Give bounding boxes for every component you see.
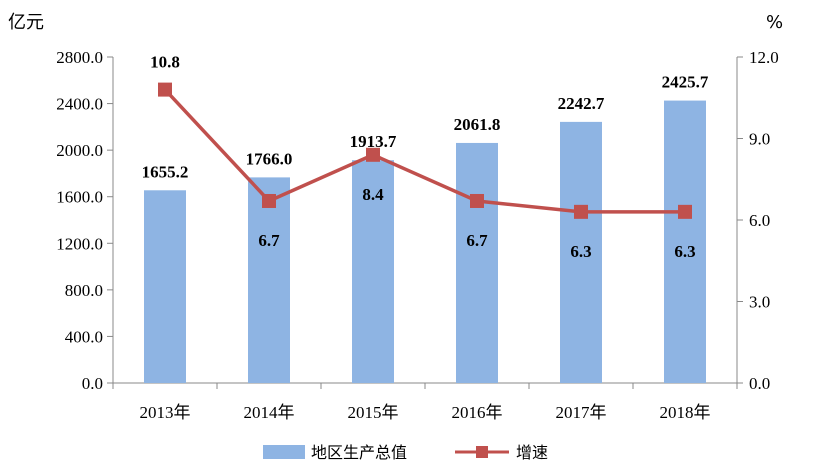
legend: 地区生产总值 增速: [263, 443, 548, 462]
left-tick-label: 400.0: [65, 327, 103, 346]
x-tick-label: 2017年: [556, 403, 607, 422]
bar-value-label: 2242.7: [558, 94, 605, 113]
growth-value-label: 10.8: [150, 53, 180, 72]
legend-marker-growth: [476, 446, 488, 458]
left-axis-unit: 亿元: [8, 12, 44, 33]
growth-value-label: 6.3: [674, 242, 695, 261]
bar-2018年: [664, 100, 706, 383]
axes: [112, 57, 738, 384]
legend-label-growth: 增速: [516, 443, 548, 462]
bar-value-label: 1766.0: [246, 149, 293, 168]
bar-value-label: 1913.7: [350, 132, 397, 151]
left-axis-ticks: 0.0 400.0 800.0 1200.0 1600.0 2000.0 2400.0 280…: [56, 48, 113, 393]
bar-labels: 1655.2 1766.0 1913.7 2061.8 2242.7 2425.7: [142, 73, 709, 182]
x-tick-label: 2015年: [348, 403, 399, 422]
left-tick-label: 1600.0: [56, 188, 103, 207]
growth-point-2015年: [366, 147, 380, 162]
bar-2017年: [560, 121, 602, 383]
growth-value-label: 6.3: [570, 242, 591, 261]
growth-value-label: 8.4: [362, 185, 384, 204]
growth-line: [163, 88, 685, 214]
bar-2015年: [352, 160, 394, 383]
right-axis-unit: %: [766, 12, 783, 33]
legend-swatch-gdp: [263, 445, 305, 459]
growth-point-2014年: [262, 193, 276, 208]
left-tick-label: 0.0: [82, 374, 103, 393]
legend-label-gdp: 地区生产总值: [311, 443, 407, 462]
left-tick-label: 2800.0: [56, 48, 103, 67]
bar-value-label: 2425.7: [662, 73, 709, 92]
bar-value-label: 1655.2: [142, 162, 189, 181]
bars: [144, 100, 706, 383]
x-tick-label: 2018年: [660, 403, 711, 422]
left-tick-label: 2400.0: [56, 95, 103, 114]
growth-line-layer: [158, 82, 692, 219]
right-axis-ticks: 0.0 3.0 6.0 9.0 12.0: [737, 48, 779, 393]
x-tick-label: 2013年: [140, 403, 191, 422]
growth-point-2016年: [470, 193, 484, 208]
growth-value-label: 6.7: [466, 231, 488, 250]
growth-point-2017年: [574, 204, 588, 219]
left-tick-label: 2000.0: [56, 141, 103, 160]
bar-value-label: 2061.8: [454, 115, 501, 134]
right-tick-label: 6.0: [749, 211, 770, 230]
bar-2014年: [248, 177, 290, 383]
left-tick-label: 800.0: [65, 281, 103, 300]
growth-point-2013年: [158, 82, 172, 97]
x-axis-ticks: 2013年 2014年 2015年 2016年 2017年 2018年: [112, 383, 738, 422]
bar-2016年: [456, 142, 498, 383]
x-tick-label: 2014年: [244, 403, 295, 422]
right-tick-label: 3.0: [749, 293, 770, 312]
right-tick-label: 9.0: [749, 130, 770, 149]
growth-value-label: 6.7: [258, 231, 280, 250]
growth-point-2018年: [678, 204, 692, 219]
bar-2013年: [144, 190, 186, 383]
left-tick-label: 1200.0: [56, 234, 103, 253]
growth-labels: 10.8 6.7 8.4 6.7 6.3 6.3: [150, 53, 696, 261]
right-tick-label: 12.0: [749, 48, 779, 67]
x-tick-label: 2016年: [452, 403, 503, 422]
right-tick-label: 0.0: [749, 374, 770, 393]
